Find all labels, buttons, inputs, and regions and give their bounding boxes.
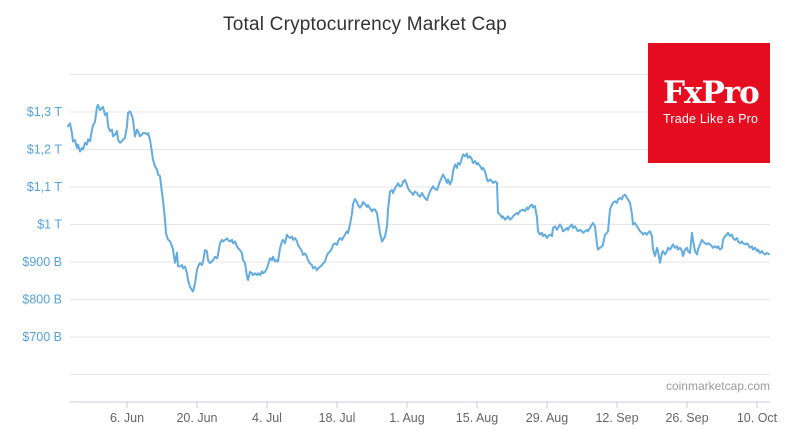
x-axis-label: 1. Aug bbox=[389, 411, 424, 425]
page-title: Total Cryptocurrency Market Cap bbox=[223, 14, 507, 35]
fxpro-logo-tagline: Trade Like a Pro bbox=[663, 112, 759, 126]
fxpro-logo: FxPro Trade Like a Pro bbox=[648, 43, 770, 163]
y-axis-label: $1,1 T bbox=[27, 180, 63, 194]
x-axis-label: 6. Jun bbox=[110, 411, 144, 425]
x-axis-label: 20. Jun bbox=[176, 411, 217, 425]
y-axis-label: $700 B bbox=[22, 330, 62, 344]
y-axis-label: $900 B bbox=[22, 255, 62, 269]
x-axis-label: 10. Oct bbox=[737, 411, 778, 425]
x-axis-label: 4. Jul bbox=[252, 411, 282, 425]
x-axis-label: 29. Aug bbox=[526, 411, 568, 425]
y-axis-label: $1,2 T bbox=[27, 143, 63, 157]
market-cap-line bbox=[67, 103, 770, 293]
x-axis-label: 15. Aug bbox=[456, 411, 498, 425]
x-axis-label: 26. Sep bbox=[665, 411, 708, 425]
watermark-coinmarketcap: coinmarketcap.com bbox=[665, 379, 770, 393]
y-axis-label: $800 B bbox=[22, 293, 62, 307]
x-axis-label: 12. Sep bbox=[595, 411, 638, 425]
y-axis-label: $1,3 T bbox=[27, 105, 63, 119]
y-axis-label: $1 T bbox=[37, 218, 62, 232]
fxpro-logo-wordmark: FxPro bbox=[663, 75, 760, 111]
x-axis-label: 18. Jul bbox=[319, 411, 356, 425]
